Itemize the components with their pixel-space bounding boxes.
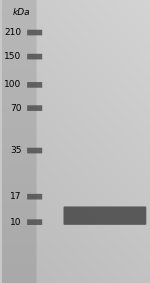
Text: 10: 10 (10, 218, 21, 227)
FancyBboxPatch shape (27, 219, 42, 225)
Text: 100: 100 (4, 80, 21, 89)
FancyBboxPatch shape (27, 54, 42, 59)
FancyBboxPatch shape (27, 30, 42, 35)
Text: 210: 210 (4, 28, 21, 37)
Text: 17: 17 (10, 192, 21, 201)
FancyBboxPatch shape (27, 148, 42, 153)
FancyBboxPatch shape (27, 105, 42, 111)
Text: 70: 70 (10, 104, 21, 113)
FancyBboxPatch shape (27, 194, 42, 200)
Text: 35: 35 (10, 146, 21, 155)
FancyBboxPatch shape (63, 207, 146, 225)
Text: kDa: kDa (12, 8, 30, 18)
FancyBboxPatch shape (27, 82, 42, 88)
Text: 150: 150 (4, 52, 21, 61)
